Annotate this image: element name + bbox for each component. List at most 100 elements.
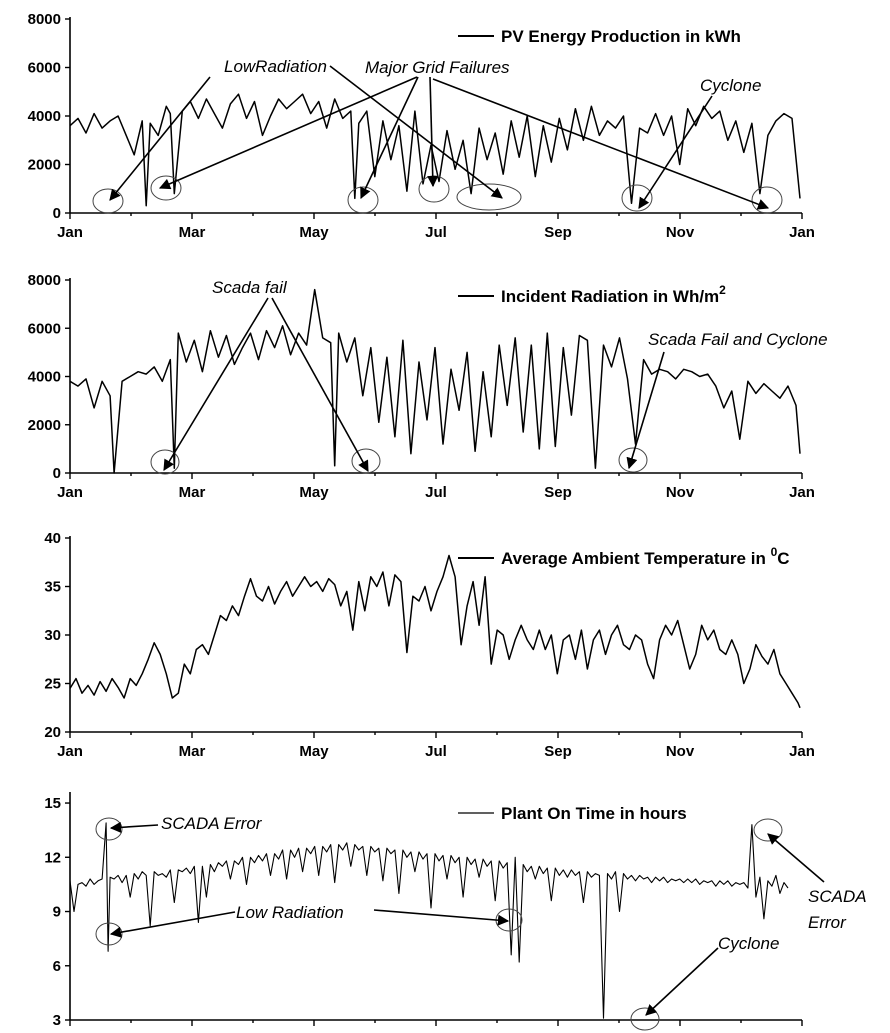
- annotations-pv: LowRadiation Major Grid Failures Cyclone: [92, 57, 783, 214]
- y-tick-label: 2000: [28, 417, 61, 434]
- y-tick-label: 20: [44, 724, 61, 741]
- y-tick-label: 12: [44, 849, 61, 866]
- x-tick-label: Jan: [57, 743, 83, 760]
- circle-mark: [351, 448, 381, 474]
- series-line-ambient-temperature: [69, 554, 801, 709]
- x-tick-label: Nov: [666, 224, 695, 241]
- annotation-scada-error-left: SCADA Error: [161, 814, 263, 833]
- y-tick-label: 35: [44, 579, 61, 596]
- circle-mark: [95, 817, 123, 841]
- x-tick-label: Nov: [666, 484, 695, 501]
- x-tick-label: Sep: [544, 743, 572, 760]
- annotations-rad: Scada fail Scada Fail and Cyclone: [150, 278, 828, 475]
- y-tick-label: 8000: [28, 11, 61, 28]
- legend-superscript: 2: [719, 283, 726, 297]
- arrow: [373, 909, 510, 926]
- y-tick-label: 8000: [28, 272, 61, 289]
- x-tick-label: Sep: [544, 224, 572, 241]
- y-ticks: 0 2000 4000 6000 8000: [28, 272, 70, 482]
- annotation-scada-right-line2: Error: [808, 913, 847, 932]
- annotation-scada-fail: Scada fail: [212, 278, 288, 297]
- circle-mark: [95, 922, 123, 946]
- arrow: [109, 821, 159, 833]
- annotation-cyclone: Cyclone: [718, 934, 779, 953]
- y-ticks: 20 25 30 35 40: [44, 530, 70, 741]
- y-tick-label: 4000: [28, 369, 61, 386]
- series-line-plant-on-time: [69, 822, 789, 1019]
- y-tick-label: 4000: [28, 108, 61, 125]
- y-tick-label: 3: [53, 1012, 61, 1029]
- x-tick-label: Jul: [425, 224, 447, 241]
- arrow: [432, 78, 770, 210]
- y-ticks: 0 2000 4000 6000 8000: [28, 11, 70, 222]
- x-tick-label: Jul: [425, 1031, 447, 1033]
- circle-mark: [621, 184, 653, 212]
- legend-label: PV Energy Production in kWh: [501, 27, 741, 46]
- arrow: [163, 297, 269, 471]
- legend-text: Average Ambient Temperature in: [501, 549, 771, 568]
- x-tick-label: May: [299, 224, 329, 241]
- legend-label: Plant On Time in hours: [501, 804, 687, 823]
- x-tick-label: Sep: [544, 484, 572, 501]
- x-tick-label: Mar: [179, 743, 206, 760]
- x-tick-label: Jul: [425, 484, 447, 501]
- circle-mark: [456, 183, 522, 211]
- arrow: [626, 351, 665, 470]
- y-tick-label: 6000: [28, 60, 61, 77]
- x-tick-label: Jan: [789, 484, 815, 501]
- circle-mark: [92, 188, 124, 214]
- arrow: [109, 911, 236, 938]
- arrow: [329, 65, 503, 199]
- arrow: [109, 76, 211, 201]
- x-tick-label: Jan: [57, 224, 83, 241]
- y-tick-label: 0: [53, 465, 61, 482]
- series-line-pv-energy: [69, 93, 801, 207]
- circle-mark: [418, 175, 450, 203]
- x-tick-label: May: [299, 743, 329, 760]
- legend-superscript: 0: [771, 545, 778, 559]
- legend-label: Average Ambient Temperature in 0C: [501, 545, 790, 568]
- arrow: [645, 947, 719, 1016]
- arrow: [271, 297, 369, 472]
- series-line-incident-radiation: [69, 288, 801, 474]
- x-tick-label: Mar: [179, 1031, 206, 1033]
- annotation-scada-fail-and-cyclone: Scada Fail and Cyclone: [648, 330, 828, 349]
- chart-ambient-temperature: 20 25 30 35 40 Jan Mar May Jul Sep Nov Jan Average…: [44, 530, 815, 760]
- annotation-low-radiation: LowRadiation: [224, 57, 327, 76]
- circle-mark: [347, 186, 379, 214]
- annotation-major-grid-failures: Major Grid Failures: [365, 58, 510, 77]
- x-tick-label: Mar: [179, 484, 206, 501]
- y-tick-label: 30: [44, 627, 61, 644]
- y-tick-label: 6: [53, 958, 61, 975]
- y-tick-label: 6000: [28, 320, 61, 337]
- arrow: [767, 833, 825, 883]
- chart-pv-energy: 0 2000 4000 6000 8000 Jan Mar May Jul Sep Nov Jan …: [28, 11, 815, 241]
- x-tick-label: Jan: [789, 224, 815, 241]
- x-tick-label: Nov: [666, 1031, 695, 1033]
- y-ticks: 3 6 9 12 15: [44, 795, 70, 1029]
- legend-suffix: C: [777, 549, 789, 568]
- annotation-scada-right-line1: SCADA: [808, 887, 867, 906]
- x-ticks: Jan Mar May Jul Sep Nov Jan: [57, 732, 815, 760]
- y-tick-label: 15: [44, 795, 61, 812]
- circle-mark: [150, 449, 180, 475]
- circle-mark: [150, 175, 182, 201]
- y-tick-label: 2000: [28, 157, 61, 174]
- legend-text: Incident Radiation in Wh/m: [501, 287, 719, 306]
- x-tick-label: Jan: [789, 1031, 815, 1033]
- chart-incident-radiation: 0 2000 4000 6000 8000 Jan Mar May Jul Sep Nov Jan …: [28, 272, 815, 501]
- x-tick-label: May: [299, 1031, 329, 1033]
- circle-mark: [618, 447, 648, 473]
- arrow: [638, 95, 713, 209]
- arrow: [427, 76, 439, 188]
- y-tick-label: 9: [53, 904, 61, 921]
- x-ticks: Jan Mar May Jul Sep Nov Jan: [57, 1020, 815, 1033]
- chart-plant-on-time: 3 6 9 12 15 Jan Mar May Jul Sep Nov Jan Plant On T…: [44, 792, 815, 1033]
- arrow: [158, 76, 418, 190]
- circle-mark: [753, 818, 783, 842]
- x-tick-label: Nov: [666, 743, 695, 760]
- y-tick-label: 40: [44, 530, 61, 547]
- circle-mark: [630, 1007, 660, 1031]
- legend-label: Incident Radiation in Wh/m2: [501, 283, 726, 306]
